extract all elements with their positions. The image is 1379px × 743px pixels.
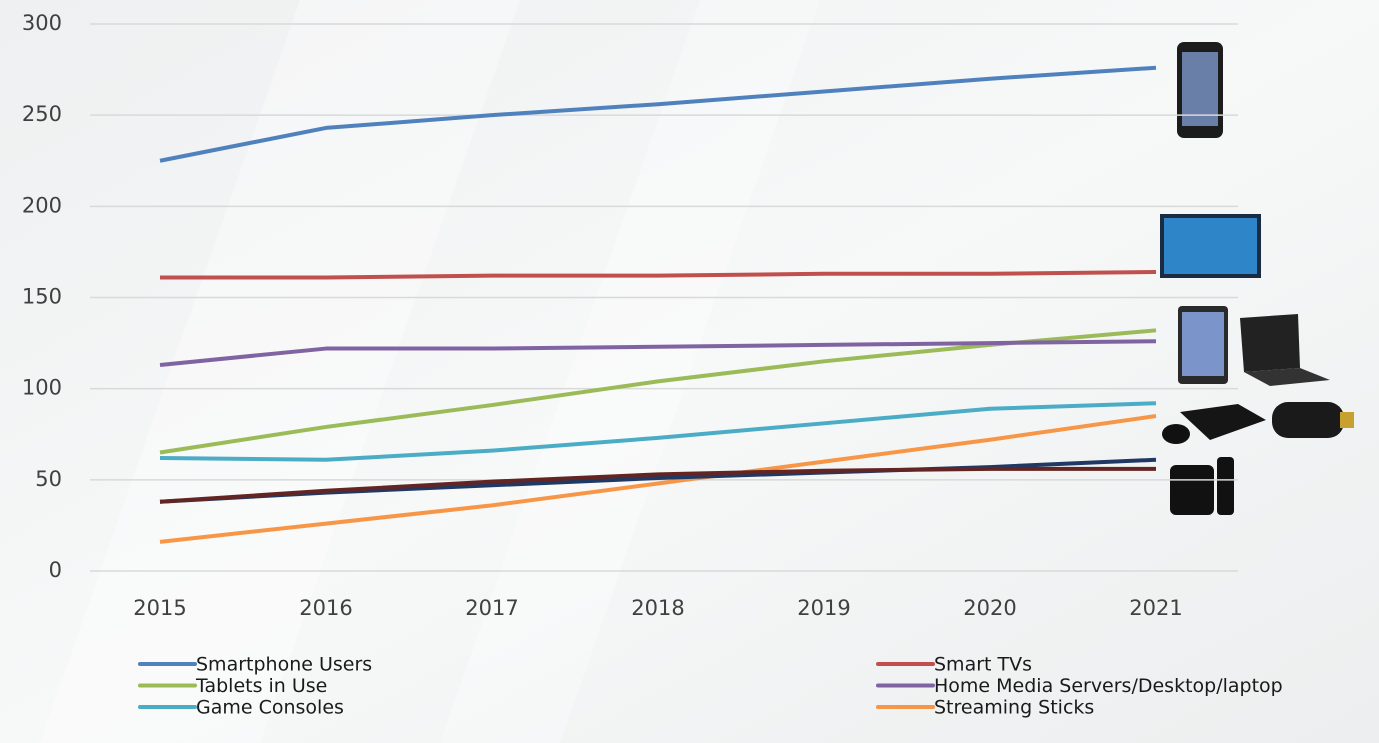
stick-icon: [1272, 402, 1344, 438]
chart: 0 50 100 150 200 250 300 2015 2016 2017 2018 2019 20…: [0, 0, 1379, 743]
legend-label: Tablets in Use: [195, 675, 327, 697]
x-tick-label: 2021: [1129, 596, 1182, 620]
x-tick-label: 2017: [465, 596, 518, 620]
y-tick-label: 200: [22, 193, 62, 217]
y-tick-label: 0: [49, 558, 62, 582]
controller-icon: [1162, 424, 1190, 444]
x-tick-label: 2019: [797, 596, 850, 620]
stick-plug: [1340, 412, 1354, 428]
legend-label: Home Media Servers/Desktop/laptop: [934, 675, 1283, 697]
legend-label: Game Consoles: [196, 697, 344, 719]
box-icon: [1170, 465, 1214, 515]
y-tick-label: 150: [22, 285, 62, 309]
x-tick-label: 2018: [631, 596, 684, 620]
laptop-icon: [1240, 314, 1300, 372]
y-tick-label: 50: [35, 467, 62, 491]
y-tick-label: 100: [22, 376, 62, 400]
tv-screen: [1164, 218, 1257, 274]
y-tick-label: 300: [22, 11, 62, 35]
x-tick-label: 2016: [299, 596, 352, 620]
legend-label: Streaming Sticks: [934, 697, 1094, 719]
remote-icon: [1217, 457, 1234, 515]
legend-label: Smartphone Users: [196, 654, 372, 676]
y-tick-label: 250: [22, 102, 62, 126]
x-tick-label: 2020: [963, 596, 1016, 620]
tablet-screen: [1182, 312, 1224, 376]
x-tick-label: 2015: [133, 596, 186, 620]
page: 0 50 100 150 200 250 300 2015 2016 2017 2018 2019 20…: [0, 0, 1379, 743]
legend-label: Smart TVs: [934, 654, 1032, 676]
